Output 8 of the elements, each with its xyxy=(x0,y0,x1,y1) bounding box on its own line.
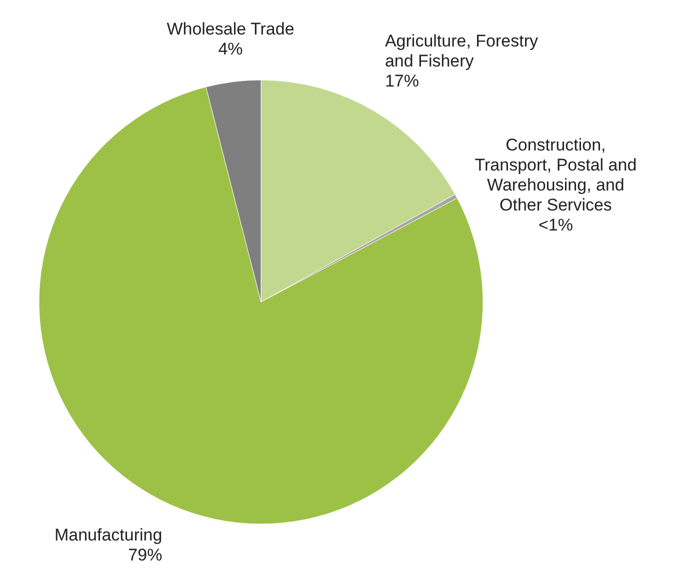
data-label: 79% xyxy=(128,545,162,564)
slice-label: Manufacturing xyxy=(54,525,162,544)
slice-label: Construction, Transport, Postal and Warehousing, and Other Services xyxy=(474,136,637,215)
slice-label: Agriculture, Forestry and Fishery xyxy=(384,32,539,71)
data-label: <1% xyxy=(538,216,573,235)
data-label: 17% xyxy=(384,72,420,91)
slice-label: Wholesale Trade xyxy=(166,20,294,39)
data-label: 4% xyxy=(218,40,243,59)
